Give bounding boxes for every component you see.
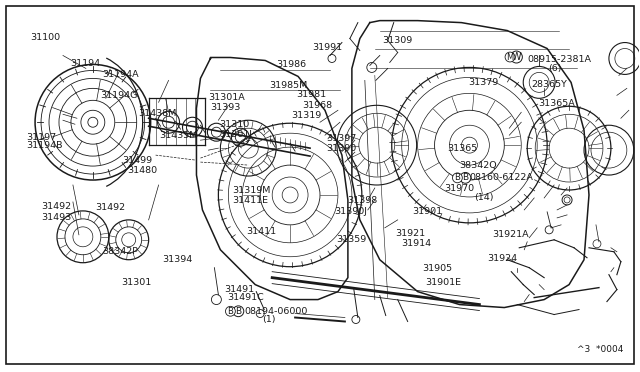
Text: 31480: 31480 xyxy=(127,166,157,174)
Text: 31492: 31492 xyxy=(95,203,125,212)
Text: 31197: 31197 xyxy=(27,132,57,142)
Text: 31379: 31379 xyxy=(468,78,498,87)
Text: 38342P: 38342P xyxy=(102,247,138,256)
Text: 31968: 31968 xyxy=(302,101,332,110)
Text: 31438M: 31438M xyxy=(138,109,177,118)
Text: 31905: 31905 xyxy=(422,264,452,273)
Text: 31901E: 31901E xyxy=(425,278,461,287)
Text: 31100: 31100 xyxy=(30,33,60,42)
Text: 31393: 31393 xyxy=(211,103,241,112)
Text: (14): (14) xyxy=(474,193,494,202)
Text: 08915-2381A: 08915-2381A xyxy=(527,55,591,64)
Text: 31359: 31359 xyxy=(336,235,366,244)
Text: 38342Q: 38342Q xyxy=(459,161,497,170)
Text: 31492: 31492 xyxy=(41,202,71,211)
Text: 31194B: 31194B xyxy=(27,141,63,150)
Text: 31921: 31921 xyxy=(396,229,426,238)
Text: 08194-06000: 08194-06000 xyxy=(244,307,308,316)
Text: (6): (6) xyxy=(548,64,562,73)
Text: 31981: 31981 xyxy=(296,90,326,99)
Circle shape xyxy=(562,195,572,205)
Text: ^3  *0004: ^3 *0004 xyxy=(577,345,624,355)
Text: 31309: 31309 xyxy=(383,36,413,45)
Text: 31970: 31970 xyxy=(444,185,474,193)
Text: 31411E: 31411E xyxy=(232,196,268,205)
Text: 31194A: 31194A xyxy=(102,70,139,79)
Text: 31914: 31914 xyxy=(402,239,432,248)
Text: 31901: 31901 xyxy=(412,207,443,216)
Text: 31491: 31491 xyxy=(225,285,255,294)
Text: 31194: 31194 xyxy=(70,59,100,68)
Text: W: W xyxy=(511,52,521,62)
Text: B: B xyxy=(236,307,241,316)
Text: 31985M: 31985M xyxy=(269,81,307,90)
Text: 31390: 31390 xyxy=(326,144,356,153)
Text: 31499: 31499 xyxy=(122,155,152,164)
Text: 31493: 31493 xyxy=(41,213,71,222)
Text: 31301: 31301 xyxy=(121,278,151,287)
Text: 31310: 31310 xyxy=(220,121,250,129)
Text: B: B xyxy=(462,173,468,182)
Text: 31491C: 31491C xyxy=(228,294,264,302)
Text: 31986: 31986 xyxy=(276,60,307,69)
Text: B: B xyxy=(454,173,460,182)
Text: 31390J: 31390J xyxy=(334,207,367,216)
Text: 31397: 31397 xyxy=(326,134,356,143)
Text: B: B xyxy=(227,307,234,316)
Text: 28365Y: 28365Y xyxy=(532,80,568,89)
Text: 31435M: 31435M xyxy=(159,131,198,141)
Text: 31991: 31991 xyxy=(312,42,342,51)
Text: M: M xyxy=(506,52,514,61)
Text: 31398: 31398 xyxy=(347,196,377,205)
Text: 31921A: 31921A xyxy=(492,230,529,240)
Text: 31319M: 31319M xyxy=(232,186,270,195)
Text: 31319: 31319 xyxy=(291,111,321,120)
Text: 08160-6122A: 08160-6122A xyxy=(470,173,534,182)
Text: 31365A: 31365A xyxy=(538,99,575,108)
Text: 31194G: 31194G xyxy=(100,91,138,100)
Text: 31301J: 31301J xyxy=(220,129,252,139)
Text: 31924: 31924 xyxy=(487,254,517,263)
Text: 31411: 31411 xyxy=(246,227,276,236)
Text: 31365: 31365 xyxy=(447,144,478,153)
Text: 31394: 31394 xyxy=(162,255,192,264)
Text: 31301A: 31301A xyxy=(209,93,245,102)
Text: (1): (1) xyxy=(262,315,276,324)
